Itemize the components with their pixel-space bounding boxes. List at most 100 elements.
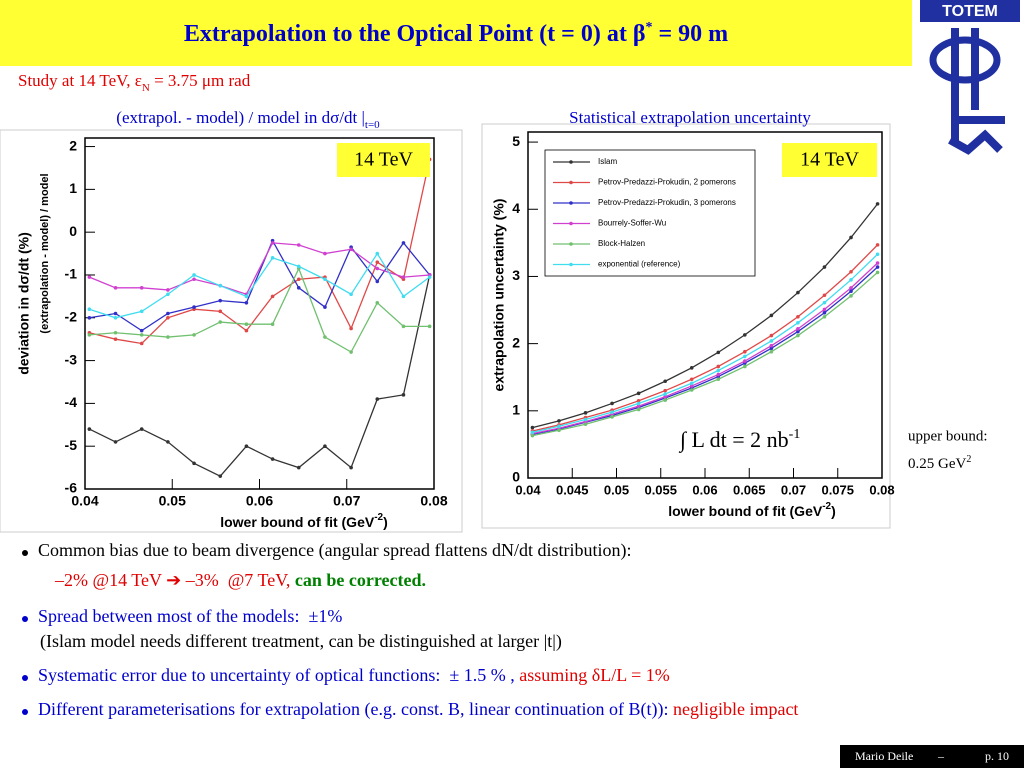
series-point	[796, 327, 800, 331]
slide-subtitle: Study at 14 TeV, εN = 3.75 μm rad	[18, 71, 251, 94]
series-line	[89, 159, 431, 345]
logo-text: TOTEM	[942, 3, 998, 20]
x-tick-label: 0.055	[644, 482, 677, 497]
text-part: lower bound of fit (GeV	[668, 503, 823, 519]
x-tick-label: 0.06	[692, 482, 717, 497]
series-point	[557, 428, 561, 433]
y-tick-label: 0	[512, 469, 520, 485]
series-point	[192, 277, 196, 282]
series-point	[375, 279, 380, 284]
title-band	[0, 0, 912, 66]
series-point	[139, 333, 144, 337]
bullet-dot	[22, 709, 28, 715]
legend-marker	[569, 201, 573, 205]
series-point	[113, 330, 118, 335]
logo: TOTEM	[920, 0, 1020, 155]
series-line	[89, 266, 430, 353]
series-point	[689, 384, 694, 388]
left-panel	[0, 129, 463, 533]
series-point	[610, 410, 614, 414]
series-point	[769, 313, 774, 318]
y-tick-label: -1	[65, 266, 78, 282]
series-point	[192, 305, 196, 309]
text-part: = 90 m	[652, 21, 728, 47]
series-line	[532, 266, 879, 435]
series-point	[113, 337, 118, 341]
x-axis-label: lower bound of fit (GeV-2)	[220, 512, 388, 530]
series-point	[349, 350, 353, 354]
series-point	[583, 417, 588, 422]
series-point	[375, 251, 380, 256]
series-point	[583, 411, 588, 415]
series-point	[401, 241, 406, 245]
x-tick-label: 0.065	[733, 482, 766, 497]
series-point	[875, 270, 880, 275]
bullet-dot	[22, 550, 28, 556]
footer-page: p. 10	[985, 749, 1009, 763]
text-part: -1	[789, 427, 801, 442]
text-part: )	[383, 514, 388, 530]
series-line	[532, 253, 879, 433]
series-point	[663, 398, 667, 402]
footer-band	[840, 745, 1024, 768]
series-point	[270, 241, 275, 245]
logo-ring	[929, 36, 1001, 84]
series-point	[139, 286, 144, 290]
legend-label: Islam	[598, 157, 617, 166]
x-axis-label: lower bound of fit (GeV-2)	[668, 501, 836, 519]
text-part: Extrapolation to the Optical Point (t = …	[184, 21, 646, 47]
x-tick-label: 0.07	[781, 482, 806, 497]
series-point	[87, 275, 92, 279]
series-line	[532, 271, 879, 437]
text-part: )	[831, 503, 836, 519]
series-point	[139, 328, 144, 333]
series-point	[796, 321, 800, 325]
series-point	[716, 372, 721, 377]
y-tick-label: -5	[65, 437, 78, 453]
x-tick-label: 0.04	[71, 493, 98, 509]
footer-sep: –	[937, 749, 945, 763]
y-tick-label: 1	[512, 402, 520, 418]
text-part: lower bound of fit (GeV	[220, 514, 375, 530]
series-point	[218, 320, 223, 324]
series-point	[530, 425, 535, 430]
series-point	[113, 440, 118, 444]
bullet-dot	[22, 616, 28, 622]
series-point	[323, 335, 327, 339]
legend-marker	[569, 180, 573, 185]
bullet-line: –2% @14 TeV ➔ –3% @7 TeV, can be correct…	[55, 570, 426, 591]
series-point	[218, 474, 223, 478]
bullet-line: Spread between most of the models: ±1%	[38, 606, 342, 627]
legend-marker	[569, 262, 573, 267]
series-point	[166, 315, 170, 320]
legend-label: Petrov-Predazzi-Prokudin, 3 pomerons	[598, 198, 736, 207]
series-point	[166, 335, 170, 339]
series-point	[663, 379, 667, 384]
series-point	[822, 314, 827, 319]
series-point	[796, 329, 800, 334]
series-point	[849, 294, 853, 298]
series-point	[296, 465, 301, 470]
x-tick-label: 0.04	[515, 482, 541, 497]
series-point	[296, 277, 301, 282]
series-point	[296, 286, 301, 290]
bullet-text: negligible impact	[672, 699, 799, 719]
series-point	[270, 294, 275, 299]
series-point	[244, 444, 249, 448]
series-point	[139, 427, 144, 431]
series-point	[610, 415, 614, 419]
x-tick-label: 0.075	[821, 482, 854, 497]
series-point	[849, 278, 853, 282]
series-point	[822, 293, 827, 298]
series-point	[636, 398, 641, 403]
series-line	[532, 262, 879, 435]
series-point	[796, 333, 800, 338]
y-tick-label: 4	[512, 200, 520, 216]
series-point	[530, 433, 535, 438]
annotation-box	[337, 143, 430, 177]
series-point	[349, 465, 353, 470]
series-point	[87, 427, 92, 431]
series-line	[532, 203, 879, 429]
legend-marker	[569, 221, 573, 226]
